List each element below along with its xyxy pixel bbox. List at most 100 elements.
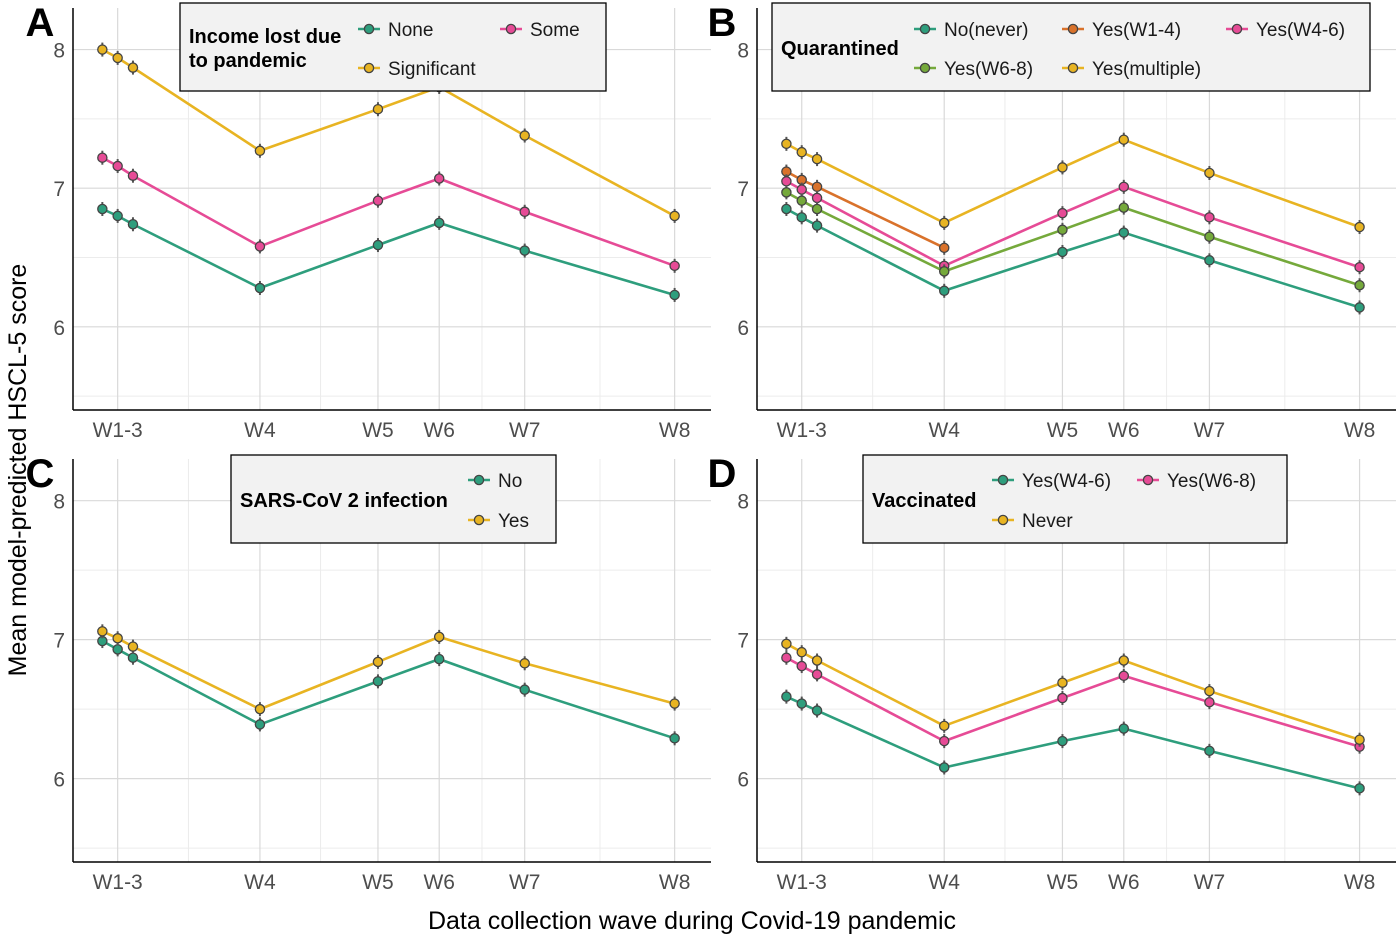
data-point-Yes(W6-8) (1204, 231, 1215, 242)
data-point-Some (519, 206, 530, 218)
y-tick-label: 7 (737, 178, 749, 201)
legend-title: Quarantined (781, 38, 899, 60)
data-point-None (372, 239, 384, 251)
data-point-Yes(W6-8) (781, 652, 792, 663)
legend-key-point (997, 514, 1009, 526)
data-point-Significant (519, 130, 530, 141)
data-point-Some (112, 160, 123, 172)
legend-key-point (1231, 23, 1243, 35)
x-tick-label: W1-3 (777, 871, 827, 894)
y-tick-label: 8 (53, 40, 65, 63)
data-point-No (519, 684, 530, 695)
data-point-Some (372, 195, 384, 206)
data-point-Some (97, 152, 108, 163)
data-point-Never (796, 646, 807, 658)
x-axis-title: Data collection wave during Covid-19 pan… (428, 907, 956, 935)
data-point-Some (433, 173, 445, 184)
data-point-None (519, 245, 530, 256)
legend-C: SARS-CoV 2 infection No Yes (230, 454, 557, 544)
data-point-Yes(W4-6) (1057, 207, 1068, 219)
legend-key-point (473, 474, 485, 486)
legend-key-point (1067, 23, 1079, 35)
data-point-Some (127, 170, 139, 181)
data-point-Yes(W6-8) (796, 195, 807, 206)
legend-label: None (388, 20, 433, 41)
x-tick-label: W6 (423, 419, 455, 442)
data-point-No(never) (1118, 227, 1130, 238)
data-point-Yes(multiple) (1204, 167, 1215, 179)
x-tick-label: W5 (1047, 871, 1079, 894)
legend-title: Vaccinated (872, 490, 977, 512)
data-point-Never (938, 720, 950, 732)
panel-letter: A (26, 1, 55, 45)
legend-box (771, 2, 1371, 92)
x-tick-label: W6 (423, 871, 455, 894)
data-point-Yes(W4-6) (1118, 723, 1130, 734)
data-point-No(never) (811, 220, 823, 231)
data-point-No(never) (938, 285, 950, 297)
legend-title: Income lost due (189, 26, 341, 48)
data-point-Yes(W6-8) (1354, 279, 1365, 291)
data-point-Yes(multiple) (1354, 221, 1365, 233)
x-tick-label: W7 (509, 871, 541, 894)
data-point-Yes(multiple) (796, 146, 807, 158)
data-point-Yes(W6-8) (811, 669, 823, 680)
legend-label: Yes(W1-4) (1092, 20, 1181, 41)
data-point-Yes(W4-6) (1118, 181, 1130, 193)
data-point-No(never) (1204, 255, 1215, 266)
legend-box (230, 454, 557, 544)
legend-key-point (363, 62, 375, 74)
legend-key-point (997, 474, 1009, 486)
data-point-Significant (97, 44, 108, 55)
data-point-No(never) (1057, 246, 1068, 258)
legend-label: Yes(W4-6) (1022, 471, 1111, 492)
data-point-No (433, 653, 445, 665)
legend-key-point (505, 23, 517, 35)
data-point-Yes (669, 698, 680, 709)
data-point-Yes(W4-6) (781, 176, 792, 187)
data-point-Yes (433, 631, 445, 643)
y-tick-label: 8 (737, 40, 749, 63)
y-tick-label: 7 (53, 178, 65, 201)
data-point-Yes(W1-4) (811, 181, 823, 193)
legend-box (862, 454, 1288, 544)
x-tick-label: W5 (362, 871, 394, 894)
series-line-Yes(W1-4) (785, 170, 945, 249)
data-point-Yes (112, 633, 123, 644)
legend-label: Significant (388, 59, 476, 80)
data-point-Yes(W4-6) (1057, 735, 1068, 747)
panel-C: 6 7 8 W1-3 W4 W5 W6 W7 W8 (53, 459, 711, 894)
panel-letter: C (26, 452, 55, 496)
x-tick-label: W6 (1108, 419, 1140, 442)
legend-label: No (498, 471, 522, 492)
data-point-Yes(multiple) (781, 138, 792, 150)
y-tick-label: 7 (53, 630, 65, 653)
data-point-No(never) (781, 203, 792, 215)
data-point-None (97, 203, 108, 215)
legend-label: Yes (498, 511, 529, 532)
x-tick-label: W5 (1047, 419, 1079, 442)
y-tick-label: 6 (53, 769, 65, 792)
legend-title: to pandemic (189, 50, 307, 72)
x-tick-label: W8 (1344, 871, 1376, 894)
x-tick-label: W5 (362, 419, 394, 442)
data-point-None (127, 218, 139, 230)
data-point-Never (811, 655, 823, 666)
x-tick-label: W8 (659, 871, 691, 894)
y-tick-label: 8 (737, 491, 749, 514)
y-tick-label: 6 (737, 317, 749, 340)
legend-label: Never (1022, 511, 1073, 532)
data-point-Yes(W4-6) (781, 691, 792, 702)
legend-key-point (1142, 474, 1154, 486)
legend-label: No(never) (944, 20, 1028, 41)
data-point-Significant (372, 103, 384, 115)
data-point-Yes (127, 641, 139, 652)
x-tick-label: W7 (1194, 871, 1226, 894)
y-axis-title: Mean model-predicted HSCL-5 score (4, 264, 32, 677)
legend-key-point (473, 514, 485, 526)
data-point-No(never) (1354, 302, 1365, 313)
data-point-Yes(W4-6) (811, 705, 823, 716)
data-point-Some (254, 241, 266, 252)
data-point-Yes(W1-4) (938, 242, 950, 254)
